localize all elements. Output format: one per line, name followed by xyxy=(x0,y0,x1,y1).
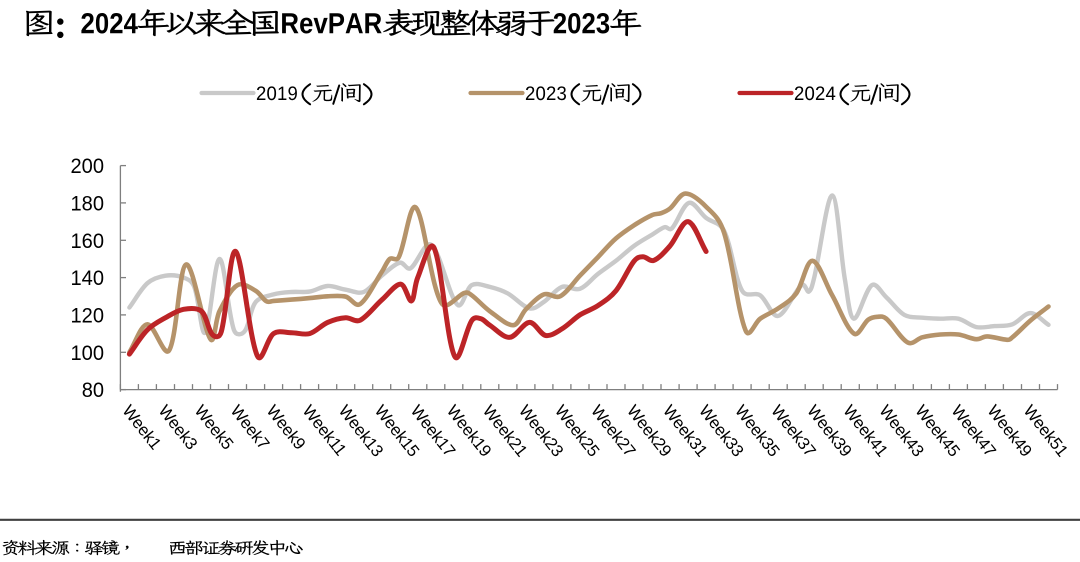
svg-text:200: 200 xyxy=(71,154,105,178)
svg-text:80: 80 xyxy=(82,378,104,402)
svg-text:160: 160 xyxy=(71,229,105,253)
svg-text:Week7: Week7 xyxy=(227,401,274,453)
svg-text:140: 140 xyxy=(71,266,105,290)
svg-text:120: 120 xyxy=(71,304,105,328)
svg-text:100: 100 xyxy=(71,341,105,365)
svg-text:Week1: Week1 xyxy=(118,401,165,453)
svg-text:180: 180 xyxy=(71,192,105,216)
